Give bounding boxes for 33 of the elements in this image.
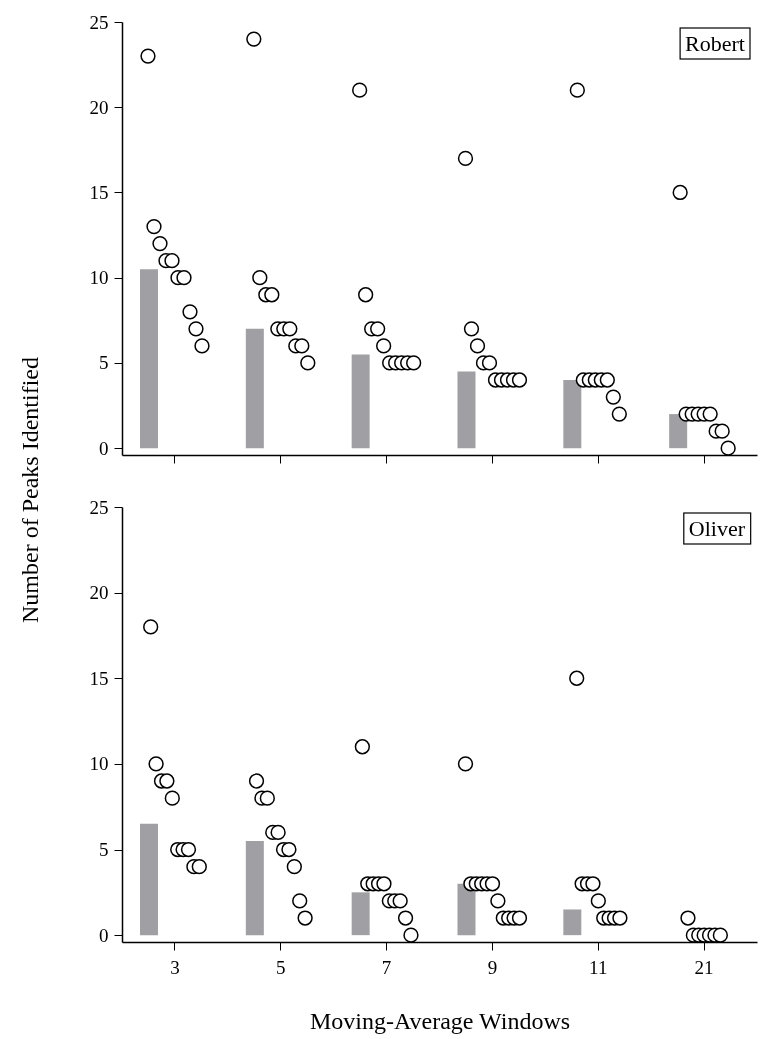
bar bbox=[351, 354, 370, 449]
y-tick-label: 5 bbox=[99, 839, 109, 861]
y-tick-label: 20 bbox=[89, 96, 109, 118]
bar bbox=[245, 840, 264, 936]
bar bbox=[351, 892, 370, 936]
bar bbox=[457, 883, 476, 936]
x-tick-label: 11 bbox=[589, 956, 608, 978]
x-axis-title: Moving-Average Windows bbox=[309, 1007, 571, 1034]
y-tick-label: 5 bbox=[99, 352, 109, 374]
chart-title: Robert bbox=[685, 31, 745, 56]
y-tick-label: 15 bbox=[89, 181, 109, 203]
bar bbox=[139, 269, 158, 449]
y-tick-label: 15 bbox=[89, 667, 109, 689]
bar bbox=[563, 379, 582, 449]
bar bbox=[669, 414, 688, 449]
x-tick-label: 9 bbox=[487, 956, 498, 978]
y-tick-label: 25 bbox=[89, 496, 109, 518]
y-tick-label: 20 bbox=[89, 582, 109, 604]
bar bbox=[245, 328, 264, 449]
bar bbox=[563, 909, 582, 936]
x-tick-label: 7 bbox=[381, 956, 392, 978]
y-tick-label: 0 bbox=[99, 437, 109, 459]
x-tick-label: 5 bbox=[276, 956, 286, 978]
chart-title: Oliver bbox=[688, 516, 746, 541]
y-tick-label: 0 bbox=[99, 924, 109, 946]
y-tick-label: 25 bbox=[89, 11, 109, 33]
y-tick-label: 10 bbox=[89, 753, 109, 775]
x-tick-label: 21 bbox=[694, 956, 714, 978]
x-tick-label: 3 bbox=[170, 956, 180, 978]
y-tick-label: 10 bbox=[89, 267, 109, 289]
bar bbox=[139, 823, 158, 936]
bar bbox=[457, 371, 476, 449]
y-axis-title: Number of Peaks Identified bbox=[16, 357, 44, 623]
